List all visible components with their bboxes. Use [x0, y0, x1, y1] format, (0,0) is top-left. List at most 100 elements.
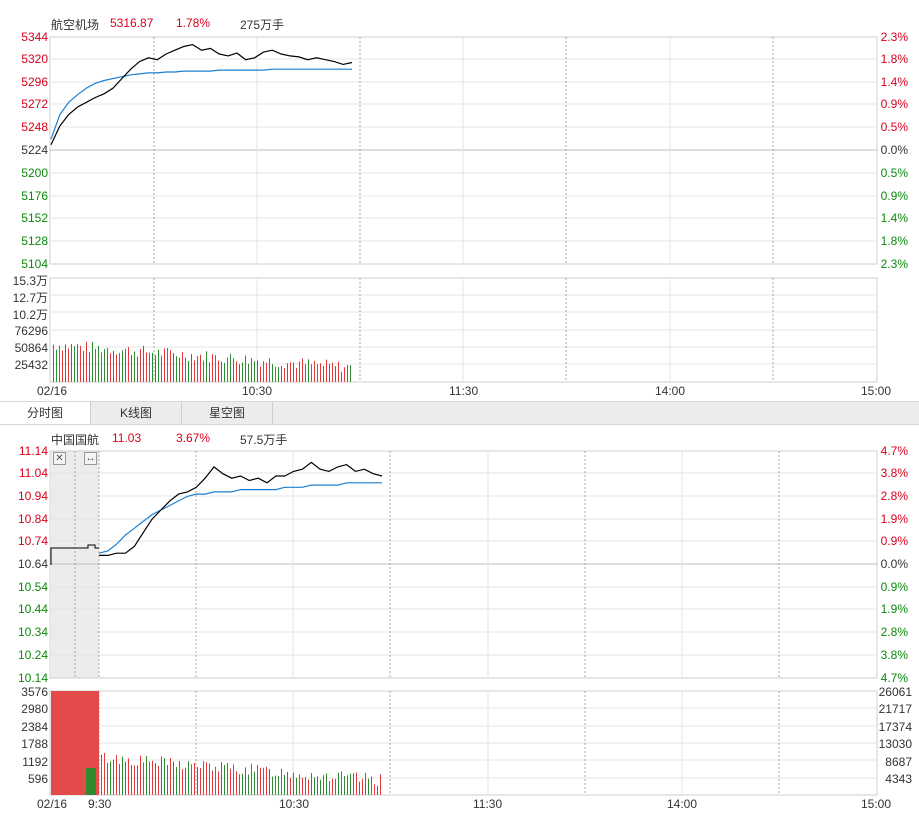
bottom-volume-bar [155, 763, 156, 795]
tab-star-chart[interactable]: 星空图 [182, 402, 273, 424]
top-volume-bar [218, 360, 219, 382]
top-volume-bar [194, 360, 195, 382]
bottom-chart-name: 中国国航 [51, 433, 100, 447]
top-volume-bar [170, 350, 171, 382]
bottom-pct-tick: 1.9% [880, 512, 908, 526]
top-volume-bar [347, 365, 348, 382]
bottom-vol-tick: 1788 [21, 737, 48, 751]
top-volume-bar [251, 358, 252, 382]
top-volume-bar [209, 362, 210, 382]
bottom-volume-bar [191, 764, 192, 795]
top-volume-bar [221, 361, 222, 382]
top-volume-bar [155, 355, 156, 382]
bottom-volume-bar [278, 776, 279, 795]
bottom-pct-tick: 1.9% [880, 602, 908, 616]
top-time-tick: 15:00 [861, 384, 892, 398]
top-pct-tick: 2.3% [880, 30, 908, 44]
top-volume-bar [179, 357, 180, 382]
bottom-volume-bar [161, 756, 162, 795]
bottom-price-tick: 10.64 [17, 557, 48, 571]
bottom-volume-bar [344, 776, 345, 795]
top-volume-bar [329, 363, 330, 382]
top-volume-bar [284, 368, 285, 382]
bottom-time-tick: 14:00 [667, 797, 698, 811]
top-volume-bar [167, 348, 168, 382]
close-auction-button[interactable]: ✕ [53, 452, 66, 465]
top-volume-bar [173, 353, 174, 382]
bottom-volume-bar [188, 761, 189, 795]
top-vol-tick: 50864 [14, 341, 48, 355]
bottom-pct-tick: 3.8% [880, 466, 908, 480]
bottom-volume-bar [131, 765, 132, 795]
bottom-chart-price: 11.03 [112, 431, 142, 445]
top-volume-bar [212, 354, 213, 382]
top-volume-bar [104, 349, 105, 382]
expand-auction-button[interactable]: ↔ [84, 452, 97, 465]
bottom-volume-bar [200, 768, 201, 795]
bottom-time-tick: 15:00 [861, 797, 892, 811]
bottom-volume-bar [335, 778, 336, 795]
top-vol-tick: 10.2万 [12, 308, 48, 322]
top-volume-bar [101, 352, 102, 382]
bottom-price-tick: 11.04 [18, 466, 48, 480]
top-volume-bar [239, 364, 240, 382]
bottom-time-tick: 02/16 [37, 797, 68, 811]
bottom-volume-bar [122, 756, 123, 795]
top-volume-bar [188, 361, 189, 382]
bottom-volume-bar [248, 774, 249, 795]
top-volume-bar [230, 353, 231, 382]
top-volume-bar [53, 344, 54, 382]
bottom-volume-bar [284, 774, 285, 795]
tab-minute-chart[interactable]: 分时图 [0, 402, 91, 424]
bottom-volume-bar [362, 779, 363, 795]
top-volume-bar [146, 352, 147, 382]
top-volume-bar [98, 345, 99, 382]
top-volume-bar [287, 363, 288, 382]
bottom-volume-bar [269, 769, 270, 795]
bottom-volume-bar [224, 764, 225, 795]
bottom-vol-tick: 596 [27, 772, 48, 786]
bottom-volume-bar [152, 760, 153, 795]
top-volume-bar [302, 358, 303, 382]
top-volume-bar [311, 364, 312, 382]
bottom-volume-bar [260, 767, 261, 795]
top-chart-name: 航空机场 [51, 18, 100, 32]
bottom-volume-bar [218, 771, 219, 795]
top-vol-tick: 25432 [14, 358, 48, 372]
bottom-volume-bar [146, 756, 147, 795]
top-vol-tick: 12.7万 [12, 291, 48, 305]
top-volume-bar [341, 372, 342, 382]
bottom-volume-bar [323, 775, 324, 795]
top-volume-bar [110, 353, 111, 382]
top-volume-bar [197, 356, 198, 382]
top-volume-bar [350, 365, 351, 382]
bottom-volume-bar [371, 776, 372, 795]
tab-kline-chart[interactable]: K线图 [91, 402, 182, 424]
top-time-tick: 11:30 [449, 384, 479, 398]
top-pct-tick: 1.4% [880, 75, 908, 89]
top-avg-line [50, 68, 352, 140]
top-volume-bar [161, 355, 162, 382]
top-volume-bar [59, 345, 60, 382]
bottom-volume-bar [233, 764, 234, 795]
top-price-tick: 5176 [21, 189, 48, 203]
bottom-volume-bar [125, 761, 126, 795]
top-volume-bar [308, 359, 309, 382]
top-price-line [50, 43, 353, 146]
bottom-volume-bar [104, 753, 105, 795]
bottom-volume-bar [170, 758, 171, 795]
bottom-vol-tick-right: 26061 [878, 685, 912, 699]
bottom-volume-bar [137, 765, 138, 795]
bottom-price-tick: 10.94 [17, 489, 48, 503]
top-volume-bar [248, 363, 249, 382]
bottom-price-tick: 11.14 [18, 444, 48, 458]
top-volume-bar [68, 348, 69, 382]
bottom-vol-tick: 2384 [21, 720, 48, 734]
top-volume-bar [200, 354, 201, 382]
top-volume-bar [305, 364, 306, 382]
bottom-volume-bar [377, 785, 378, 795]
top-volume-bar [62, 350, 63, 382]
top-volume-bar [275, 366, 276, 382]
top-price-tick: 5224 [21, 143, 48, 157]
bottom-volume-bar [212, 770, 213, 795]
